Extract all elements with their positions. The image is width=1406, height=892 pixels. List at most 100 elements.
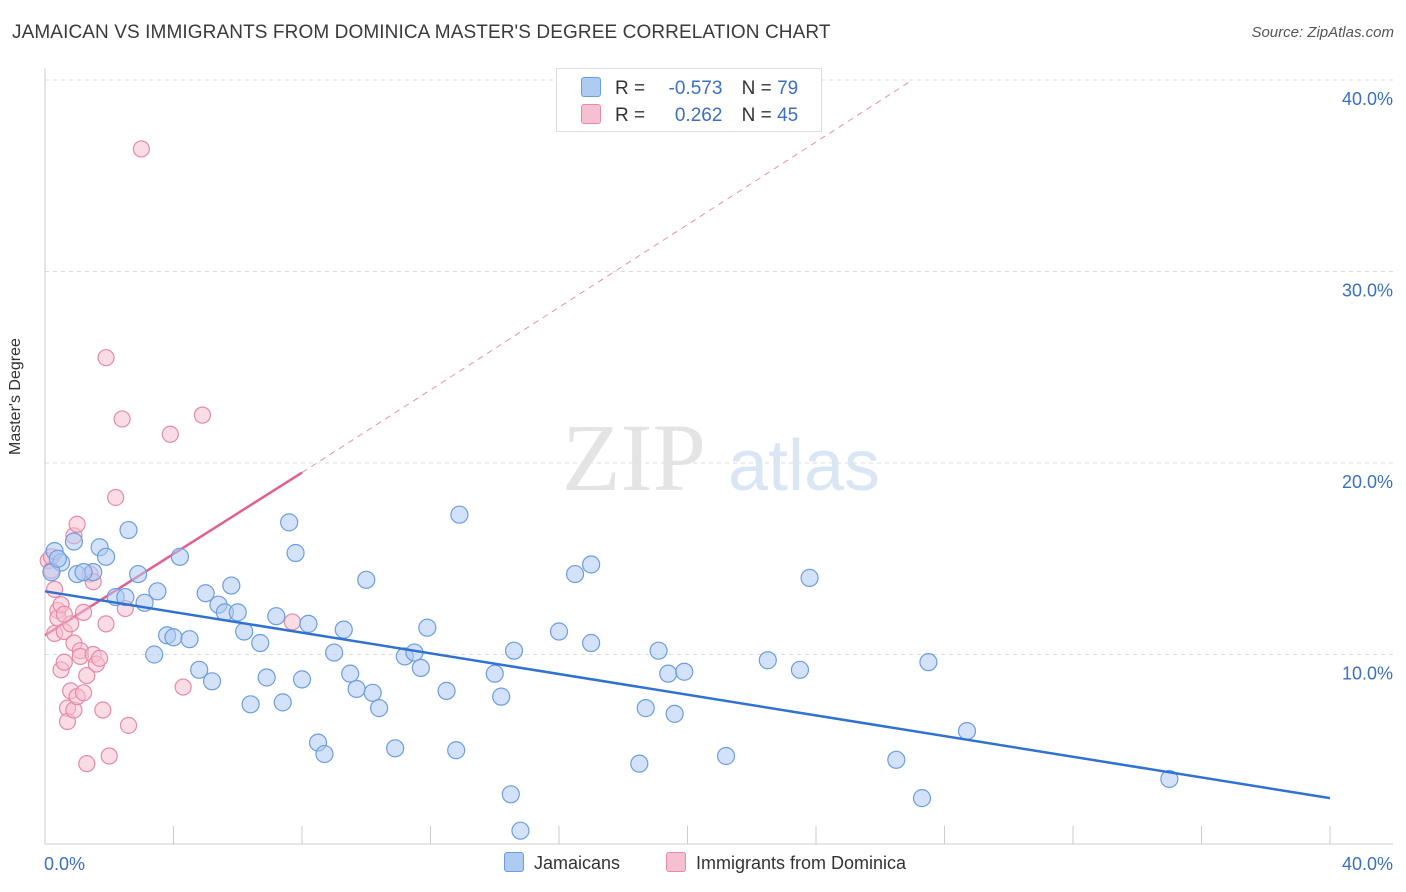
legend-r-value: -0.573 — [668, 78, 723, 99]
jamaican-point — [196, 584, 215, 603]
jamaican-point — [758, 651, 777, 670]
dominica-point — [97, 349, 115, 367]
dominica-point — [283, 613, 301, 631]
x-tick-label: 0.0% — [44, 854, 85, 874]
bottom-legend-label: Jamaicans — [534, 853, 621, 873]
legend-n-label: N = — [741, 78, 772, 99]
dominica-point — [100, 747, 118, 765]
chart-title: JAMAICAN VS IMMIGRANTS FROM DOMINICA MAS… — [12, 22, 831, 43]
jamaican-trend-line — [44, 590, 1331, 800]
jamaican-point — [222, 576, 241, 595]
jamaican-point — [675, 662, 694, 681]
grid-lines — [45, 79, 1393, 655]
jamaican-point — [286, 543, 305, 563]
dominica-point — [78, 755, 96, 773]
jamaican-point — [228, 603, 247, 622]
dominica-point — [55, 605, 73, 623]
jamaican-point — [511, 821, 530, 840]
jamaican-point — [164, 628, 183, 647]
jamaican-point — [241, 695, 260, 714]
jamaican-point — [325, 643, 344, 662]
jamaican-trend — [44, 590, 1331, 800]
y-tick-label: 20.0% — [1342, 472, 1393, 492]
dominica-point — [55, 653, 73, 671]
legend-r-value: 0.262 — [674, 105, 723, 126]
jamaican-point — [370, 699, 389, 718]
legend-row-dominica: R = 0.262 N = 45 — [581, 104, 798, 126]
legend-r-label: R = — [615, 78, 646, 99]
jamaican-point — [280, 513, 299, 532]
legend-swatch-blue — [581, 77, 601, 97]
correlation-legend: R = -0.573 N = 79 R = 0.262 N = 45 — [556, 68, 822, 132]
dominica-point — [68, 515, 86, 533]
axes — [44, 68, 1393, 845]
tick-labels: 10.0% 20.0% 30.0% 40.0% 0.0% 40.0% — [44, 89, 1393, 874]
jamaican-point — [565, 564, 585, 584]
jamaican-point — [145, 645, 164, 664]
jamaican-point — [357, 570, 376, 589]
bottom-legend-swatch-pink — [666, 852, 686, 872]
legend-swatch-pink — [581, 104, 601, 124]
jamaican-point — [315, 744, 334, 764]
jamaican-point — [74, 563, 93, 582]
y-tick-label: 30.0% — [1342, 281, 1393, 301]
jamaican-point — [190, 660, 209, 679]
jamaican-point — [887, 750, 906, 769]
jamaican-point — [492, 687, 511, 706]
dominica-point — [174, 678, 192, 696]
jamaican-point — [450, 505, 469, 524]
jamaican-point — [649, 641, 668, 660]
jamaican-point — [347, 679, 366, 699]
y-tick-label: 40.0% — [1342, 89, 1393, 109]
legend-n-label: N = — [741, 105, 772, 126]
jamaican-point — [48, 549, 67, 568]
jamaican-point — [170, 547, 190, 566]
dominica-point — [97, 615, 115, 633]
jamaican-point — [292, 670, 312, 689]
jamaican-point — [582, 633, 601, 653]
jamaican-point — [659, 664, 678, 683]
jamaican-point — [273, 693, 292, 712]
jamaican-point — [299, 614, 318, 633]
jamaican-point — [1160, 769, 1179, 789]
jamaican-point — [790, 660, 810, 679]
jamaican-point — [912, 789, 932, 808]
dominica-point — [113, 410, 131, 428]
jamaican-point — [501, 785, 520, 804]
jamaican-point — [582, 555, 601, 574]
jamaican-point — [665, 704, 684, 723]
jamaican-point — [716, 746, 736, 766]
bottom-legend-jamaicans: Jamaicans — [504, 852, 620, 874]
jamaican-point — [148, 582, 167, 601]
dominica-point — [94, 701, 112, 719]
dominica-point — [132, 140, 150, 158]
legend-n-value: 79 — [777, 78, 799, 99]
jamaican-point — [636, 699, 655, 718]
jamaican-point — [504, 641, 524, 660]
jamaican-point — [447, 741, 466, 760]
bottom-legend-swatch-blue — [504, 852, 524, 872]
y-axis-label: Master's Degree — [7, 338, 24, 455]
jamaican-point — [96, 547, 116, 566]
jamaican-point — [549, 622, 569, 641]
jamaican-point — [119, 520, 138, 540]
jamaican-point — [919, 653, 938, 672]
jamaican-point — [411, 658, 430, 678]
jamaican-point — [64, 532, 84, 551]
legend-r-label: R = — [615, 105, 646, 126]
jamaican-point — [251, 633, 270, 653]
legend-row-jamaicans: R = -0.573 N = 79 — [581, 77, 798, 99]
dominica-point — [74, 603, 93, 621]
watermark: ZIP atlas — [562, 404, 880, 511]
jamaican-point — [386, 739, 405, 758]
watermark-atlas: atlas — [728, 426, 880, 506]
dominica-point — [119, 716, 138, 734]
jamaican-point — [485, 664, 504, 683]
jamaican-point — [630, 754, 649, 773]
dominica-point — [91, 649, 109, 667]
y-tick-label: 10.0% — [1342, 664, 1393, 684]
jamaican-point — [418, 618, 437, 637]
jamaican-point — [800, 568, 819, 588]
bottom-legend-label: Immigrants from Dominica — [696, 853, 907, 873]
